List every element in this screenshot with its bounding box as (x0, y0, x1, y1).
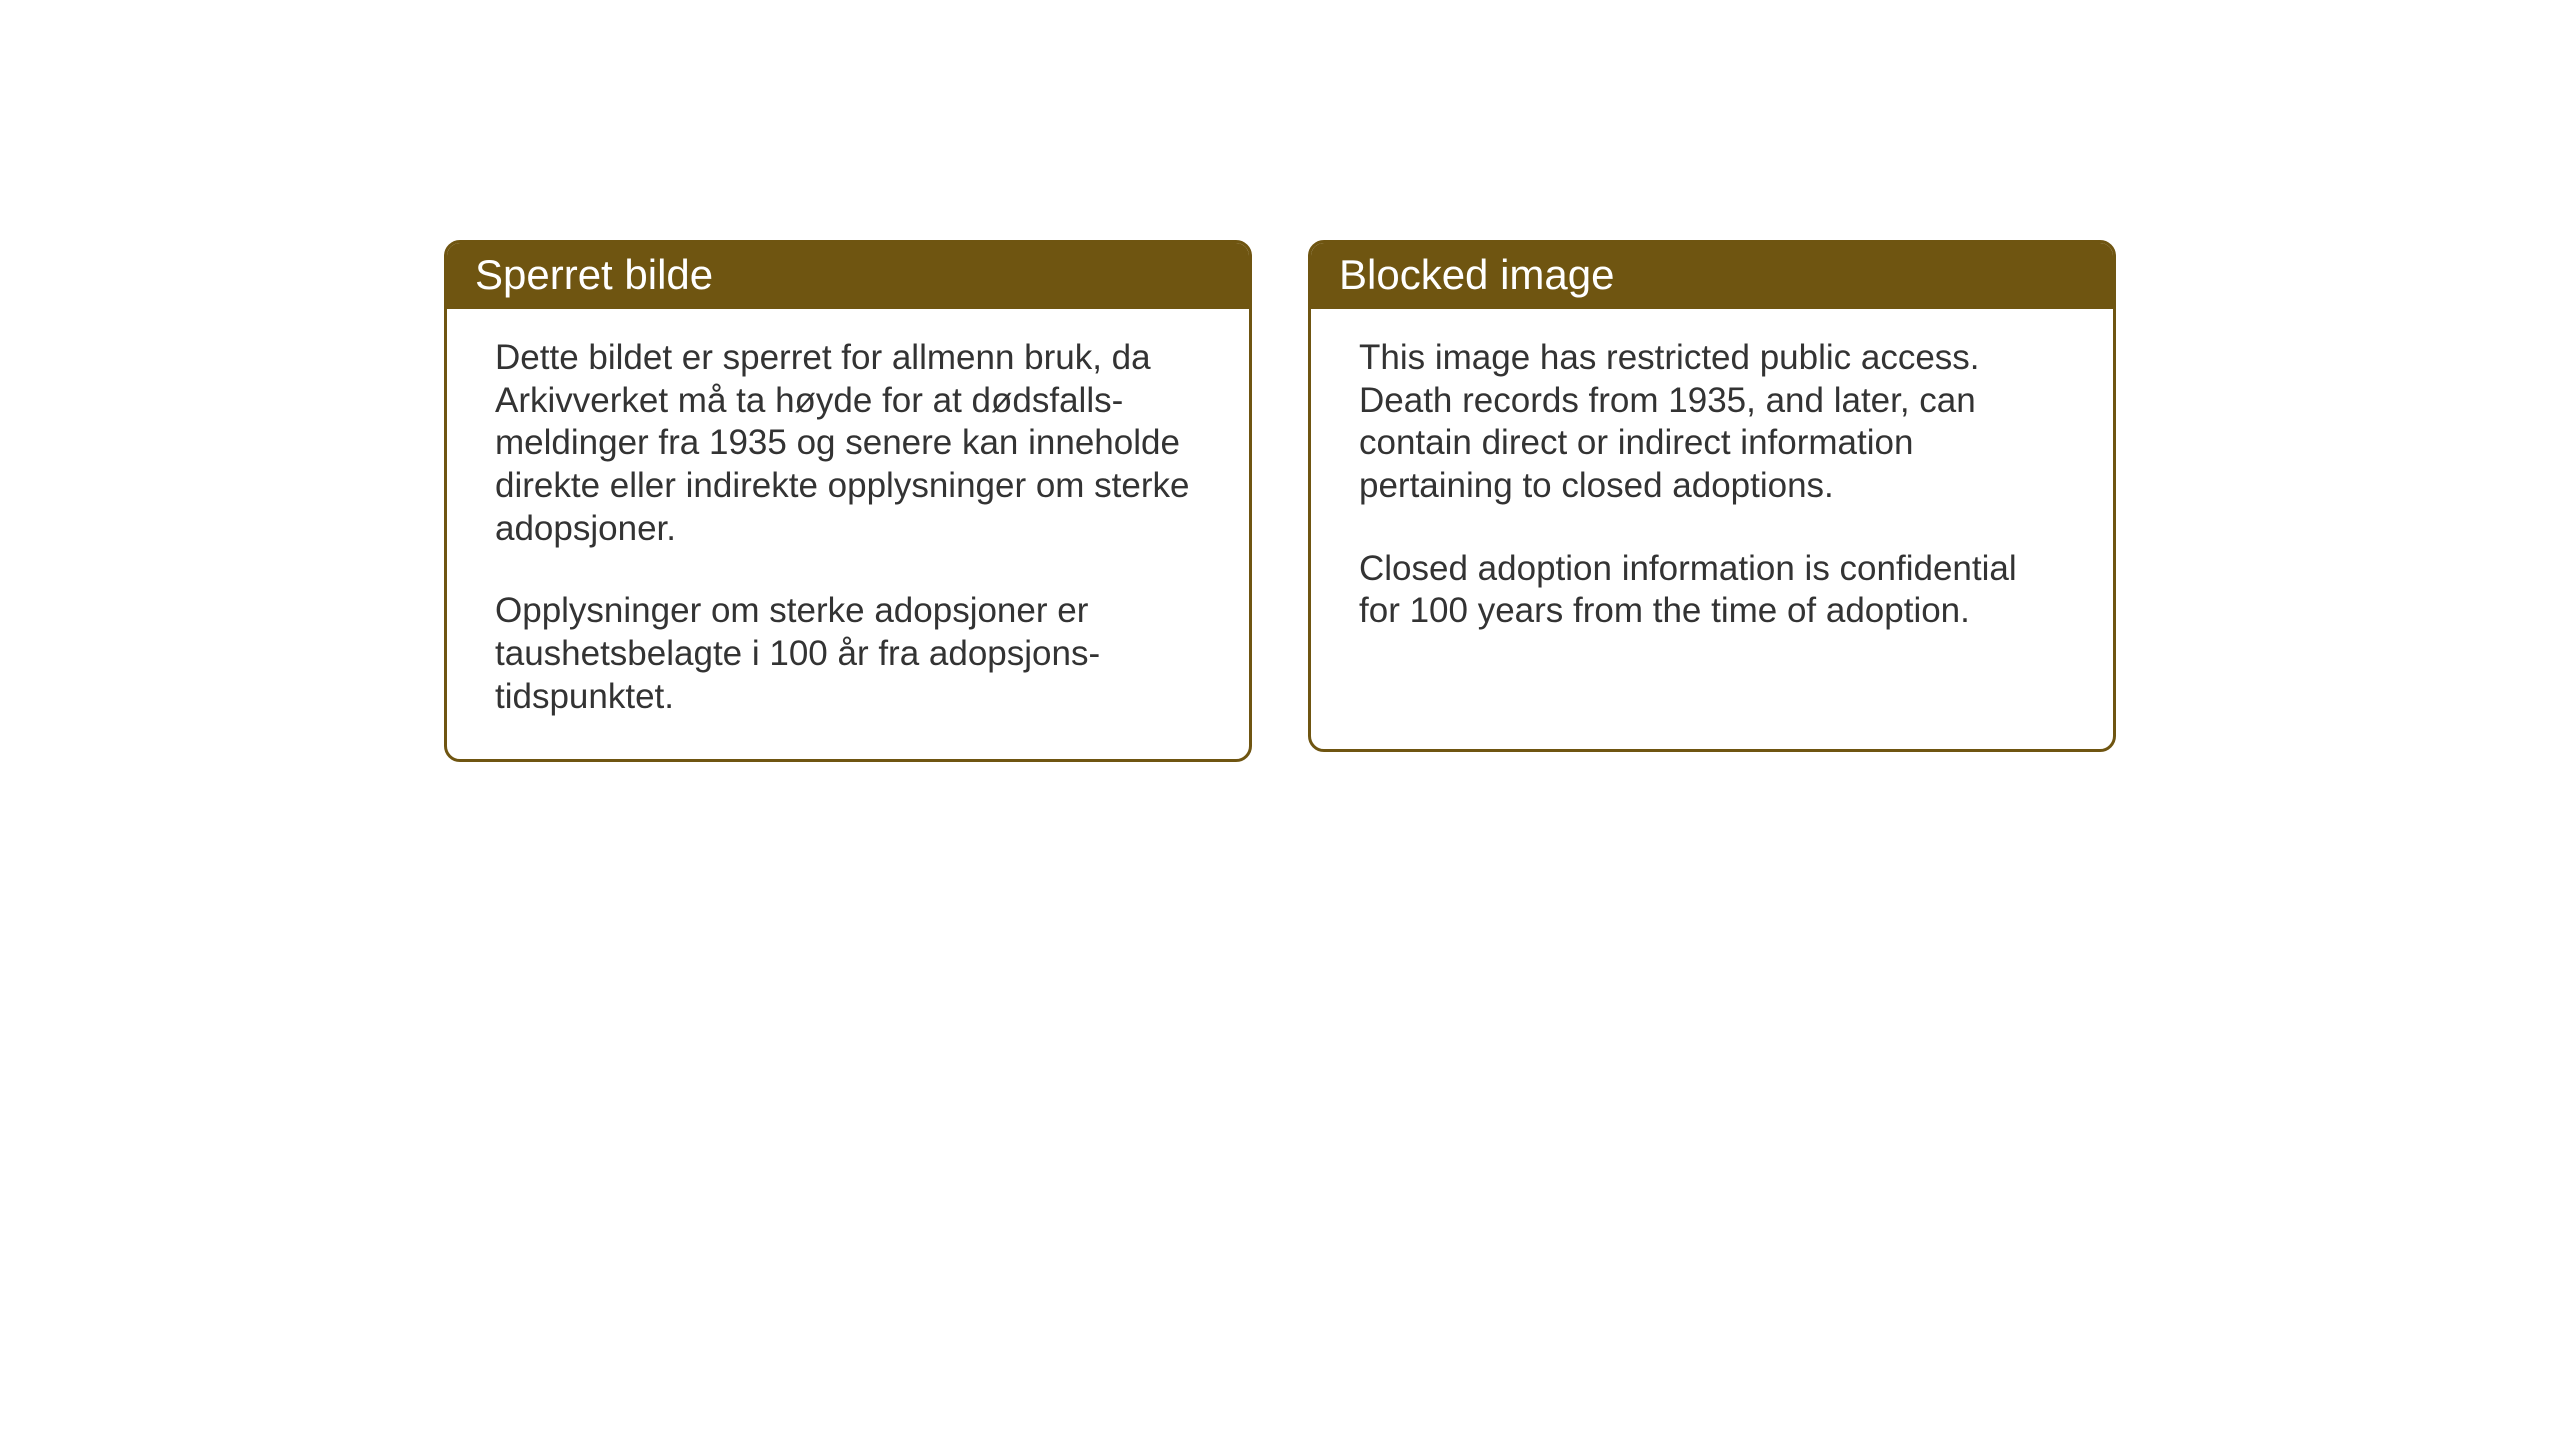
card-norwegian-paragraph-1: Dette bildet er sperret for allmenn bruk… (495, 337, 1201, 550)
card-english-body: This image has restricted public access.… (1311, 309, 2113, 673)
card-english-paragraph-2: Closed adoption information is confident… (1359, 548, 2065, 633)
card-english-header: Blocked image (1311, 243, 2113, 309)
card-norwegian-header: Sperret bilde (447, 243, 1249, 309)
card-english-paragraph-1: This image has restricted public access.… (1359, 337, 2065, 508)
card-english: Blocked image This image has restricted … (1308, 240, 2116, 752)
card-norwegian-body: Dette bildet er sperret for allmenn bruk… (447, 309, 1249, 759)
cards-container: Sperret bilde Dette bildet er sperret fo… (444, 240, 2116, 762)
card-norwegian: Sperret bilde Dette bildet er sperret fo… (444, 240, 1252, 762)
card-norwegian-paragraph-2: Opplysninger om sterke adopsjoner er tau… (495, 590, 1201, 718)
